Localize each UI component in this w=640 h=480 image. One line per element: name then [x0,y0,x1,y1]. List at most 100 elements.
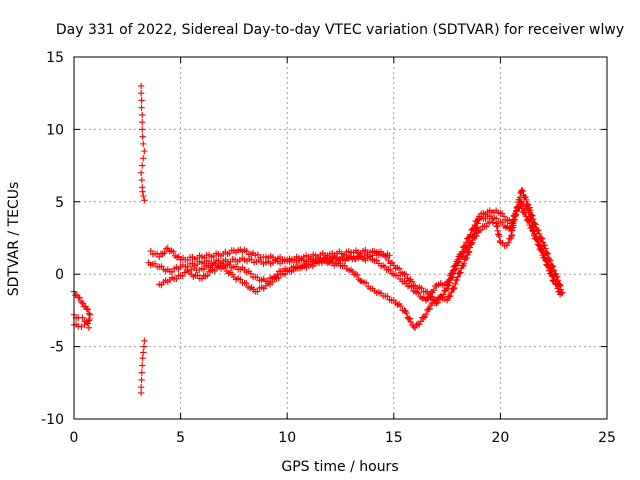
data-point [137,90,145,97]
data-point [254,288,261,295]
data-point [455,258,463,265]
data-point [139,188,146,195]
data-point [139,133,146,140]
data-point [454,259,461,266]
data-point [445,282,453,289]
data-point [553,281,561,288]
data-point [84,306,92,313]
data-point [456,270,463,277]
data-point [138,176,145,184]
plot-frame [73,56,608,420]
data-point [450,270,457,277]
data-point [473,224,481,231]
data-point [354,271,361,279]
data-point [407,318,415,326]
chart-title: Day 331 of 2022, Sidereal Day-to-day VTE… [56,22,624,38]
data-point [411,324,419,331]
data-point [523,196,530,204]
data-point [77,298,85,306]
data-point [402,271,410,278]
data-point [482,223,490,230]
data-point [83,318,90,326]
data-point [475,216,482,224]
data-point [415,289,422,297]
data-points [70,82,566,397]
data-point [556,291,564,298]
data-point [421,313,429,321]
data-point [439,291,447,298]
data-point [452,280,459,288]
data-point [548,268,555,275]
data-point [85,324,93,331]
data-point [139,354,146,362]
data-point [76,294,83,301]
x-tick-label: 10 [278,430,296,446]
data-point [535,237,542,245]
data-point [460,260,468,268]
data-point [467,239,475,247]
data-point [140,192,147,200]
data-point [473,232,480,240]
y-tick-label: 5 [55,195,64,211]
data-point [237,276,244,283]
data-point [521,209,529,217]
data-point [137,82,145,90]
x-tick-label: 0 [70,430,79,446]
data-point [450,285,457,292]
data-point [352,270,359,278]
y-tick-label: 10 [46,122,64,138]
data-point [459,253,466,260]
data-point [434,299,441,306]
data-point [506,217,513,224]
data-point [424,288,431,296]
data-point [394,272,402,279]
data-point [156,253,163,261]
data-point [137,169,145,177]
axes: 0 5 10 15 20 25 -10 -5 0 5 10 15 [41,50,616,446]
data-point [541,242,548,249]
data-point [498,218,506,226]
data-point [406,315,413,322]
data-point [430,296,437,303]
data-point [520,208,528,216]
data-point [140,140,147,148]
data-point [139,126,146,133]
data-point [140,343,148,350]
data-point [551,275,558,283]
data-point [357,277,364,285]
data-point [138,104,145,111]
data-point [554,285,561,292]
data-point [138,97,145,104]
y-tick-label: -5 [50,340,64,356]
data-point [457,269,464,276]
y-tick-label: 0 [55,267,64,283]
data-point [405,277,413,284]
data-point [141,197,148,204]
data-point [438,294,445,301]
y-tick-label: -10 [41,412,64,428]
data-point [453,276,461,284]
data-point [139,362,146,369]
data-point [397,302,405,310]
data-point [477,226,485,234]
data-point [446,279,453,287]
data-point [460,249,467,257]
data-point [463,254,470,262]
data-point [472,225,479,232]
data-point [275,274,282,282]
data-point [416,321,423,328]
data-point [544,258,551,265]
grid [74,57,607,419]
data-point [469,236,476,244]
data-point [369,252,376,259]
data-point [204,272,211,279]
data-point [433,299,440,307]
x-tick-label: 20 [491,430,509,446]
data-point [537,234,545,242]
data-point [384,293,391,300]
data-point [138,376,145,384]
data-point [137,383,145,391]
data-point [515,205,522,212]
